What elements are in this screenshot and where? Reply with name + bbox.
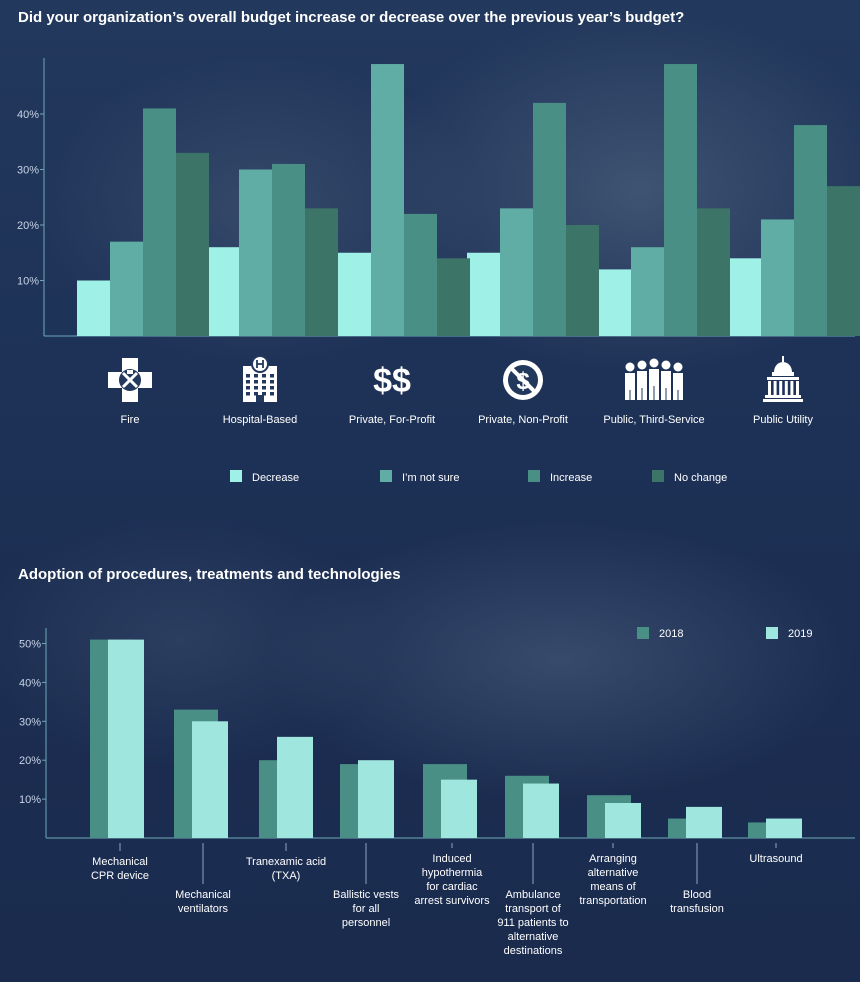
category-label: transport of bbox=[505, 903, 562, 915]
bar bbox=[605, 802, 641, 838]
bar bbox=[686, 806, 722, 838]
category-label: Mechanical bbox=[92, 856, 148, 868]
legend-swatch bbox=[766, 627, 778, 639]
bar bbox=[827, 186, 860, 336]
y-tick-label: 50% bbox=[19, 639, 41, 651]
category-label: Ballistic vests bbox=[333, 889, 400, 901]
bar bbox=[631, 247, 664, 336]
category-label: Mechanical bbox=[175, 889, 231, 901]
bar bbox=[371, 64, 404, 337]
category-label: Arranging bbox=[589, 853, 637, 865]
bar bbox=[338, 252, 371, 336]
bar bbox=[239, 169, 272, 336]
bar bbox=[77, 280, 110, 336]
category-label: transportation bbox=[579, 895, 646, 907]
category-label: Public Utility bbox=[753, 414, 813, 426]
bar bbox=[272, 163, 305, 336]
dollar-signs-icon: $$ bbox=[373, 362, 411, 400]
legend-label: Increase bbox=[550, 472, 592, 484]
legend-swatch bbox=[652, 470, 664, 482]
y-tick-label: 40% bbox=[17, 109, 39, 121]
category-label: (TXA) bbox=[272, 870, 301, 882]
category-label: hypothermia bbox=[422, 867, 483, 879]
bar bbox=[533, 102, 566, 337]
y-tick-label: 20% bbox=[17, 220, 39, 232]
bar bbox=[761, 219, 794, 336]
bar bbox=[108, 639, 144, 838]
legend-label: No change bbox=[674, 472, 727, 484]
bar bbox=[728, 258, 761, 336]
bar bbox=[358, 760, 394, 838]
bar bbox=[192, 721, 228, 838]
y-tick-label: 10% bbox=[19, 794, 41, 806]
category-label: personnel bbox=[342, 917, 390, 929]
capitol-building-icon bbox=[763, 356, 803, 402]
bar bbox=[441, 779, 477, 838]
bar bbox=[110, 241, 143, 336]
bar bbox=[176, 152, 209, 336]
legend-label: Decrease bbox=[252, 472, 299, 484]
bar bbox=[277, 736, 313, 838]
category-label: for all bbox=[353, 903, 380, 915]
category-label: transfusion bbox=[670, 903, 724, 915]
chart1-budget-change: 10% 20% 30% 40% Fire Hospital-Based $$ Private,… bbox=[17, 58, 860, 484]
category-label: Tranexamic acid bbox=[246, 856, 326, 868]
category-label: alternative bbox=[508, 931, 559, 943]
bar bbox=[305, 208, 338, 336]
category-label: means of bbox=[590, 881, 636, 893]
category-label: Public, Third-Service bbox=[603, 414, 704, 426]
bar bbox=[697, 208, 730, 336]
bar bbox=[467, 252, 500, 336]
bar bbox=[500, 208, 533, 336]
chart2-title: Adoption of procedures, treatments and t… bbox=[18, 566, 401, 583]
fire-badge-icon bbox=[108, 358, 152, 402]
y-tick-label: 30% bbox=[17, 165, 39, 177]
legend-label: 2019 bbox=[788, 628, 812, 640]
category-label: destinations bbox=[504, 945, 563, 957]
legend-swatch bbox=[528, 470, 540, 482]
category-label: Ultrasound bbox=[749, 853, 802, 865]
category-label: Fire bbox=[121, 414, 140, 426]
svg-text:$$: $$ bbox=[373, 362, 411, 400]
y-tick-label: 40% bbox=[19, 677, 41, 689]
y-tick-label: 30% bbox=[19, 716, 41, 728]
bar bbox=[766, 818, 802, 838]
bar bbox=[598, 269, 631, 336]
bar bbox=[437, 258, 470, 336]
category-label: Induced bbox=[432, 853, 471, 865]
bar bbox=[523, 783, 559, 838]
chart1-title: Did your organization’s overall budget i… bbox=[18, 9, 685, 26]
legend-label: I’m not sure bbox=[402, 472, 459, 484]
y-tick-label: 10% bbox=[17, 276, 39, 288]
category-label: for cardiac bbox=[426, 881, 478, 893]
bar bbox=[143, 108, 176, 336]
category-label: ventilators bbox=[178, 903, 229, 915]
bar bbox=[206, 247, 239, 336]
category-label: Private, For-Profit bbox=[349, 414, 435, 426]
bar bbox=[664, 64, 697, 337]
y-tick-label: 20% bbox=[19, 755, 41, 767]
category-label: arrest survivors bbox=[414, 895, 490, 907]
bar bbox=[566, 225, 599, 336]
category-label: Private, Non-Profit bbox=[478, 414, 568, 426]
category-label: Blood bbox=[683, 889, 711, 901]
legend-swatch bbox=[637, 627, 649, 639]
hospital-icon bbox=[243, 355, 277, 402]
people-group-icon bbox=[625, 358, 683, 400]
category-label: alternative bbox=[588, 867, 639, 879]
no-dollar-icon: $ bbox=[503, 360, 543, 400]
bar bbox=[794, 125, 827, 336]
legend-swatch bbox=[230, 470, 242, 482]
bar bbox=[404, 213, 437, 336]
legend-swatch bbox=[380, 470, 392, 482]
category-label: CPR device bbox=[91, 870, 149, 882]
category-label: 911 patients to bbox=[497, 917, 568, 929]
category-label: Hospital-Based bbox=[223, 414, 298, 426]
category-label: Ambulance bbox=[505, 889, 560, 901]
legend-label: 2018 bbox=[659, 628, 683, 640]
